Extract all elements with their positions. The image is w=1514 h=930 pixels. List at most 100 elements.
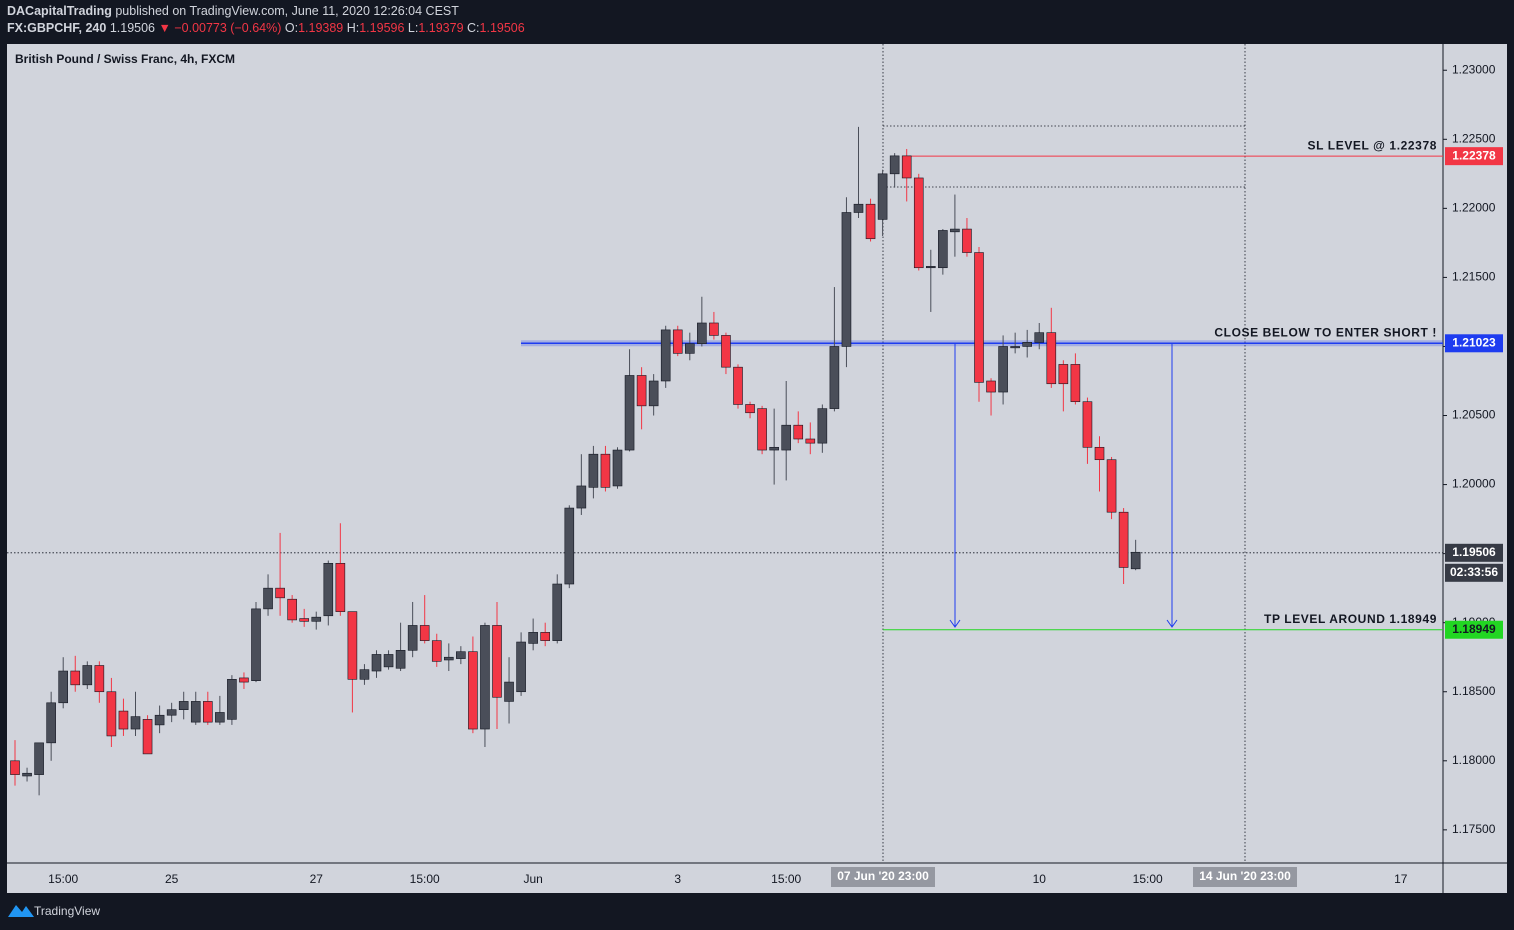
candle-body	[215, 712, 225, 723]
countdown: 02:33:56	[1450, 565, 1498, 579]
y-tick-label: 1.18500	[1452, 684, 1496, 698]
candle-body	[901, 155, 912, 179]
candle-body	[383, 654, 394, 668]
candle-body	[239, 677, 249, 683]
candle-body	[504, 681, 514, 702]
y-tick-label: 1.20500	[1452, 408, 1496, 422]
price-tag	[1445, 147, 1503, 166]
candle-body	[829, 346, 840, 409]
footer-bar	[0, 893, 1514, 930]
y-tick-label: 1.17500	[1452, 822, 1496, 836]
y-tick-label: 1.22000	[1452, 201, 1496, 215]
candle-body	[22, 772, 32, 777]
candle-body	[263, 587, 273, 610]
ohlc-value: 1.19389	[298, 21, 343, 35]
candle-body	[962, 228, 972, 253]
candle-body	[1034, 332, 1045, 343]
x-marker-tag	[831, 867, 935, 887]
candle-body	[1130, 551, 1141, 570]
candle-body	[672, 329, 683, 354]
x-tick-label: Jun	[523, 872, 542, 886]
x-tick-label: 15:00	[771, 872, 801, 886]
candle-body	[275, 587, 285, 599]
candle-body	[636, 375, 647, 407]
ohlc-value: 1.19379	[418, 21, 463, 35]
candle-body	[781, 424, 792, 451]
candle-body	[335, 562, 346, 612]
x-tick-label: 15:00	[410, 872, 440, 886]
candle-body	[721, 335, 731, 368]
candle-body	[817, 408, 828, 444]
ohlc-label: H:	[347, 21, 360, 35]
candle-body	[190, 701, 201, 723]
candle-body	[94, 665, 105, 693]
candle-body	[142, 719, 153, 755]
candle-body	[938, 230, 948, 269]
y-tick-label: 1.18000	[1452, 753, 1496, 767]
symbol-line: FX:GBPCHF, 240 1.19506 ▼ −0.00773 (−0.64…	[7, 21, 525, 35]
candle-body	[986, 380, 996, 393]
candle-body	[974, 252, 984, 383]
level-label: TP LEVEL AROUND 1.18949	[1264, 612, 1437, 626]
price-tag	[1445, 543, 1503, 562]
candle-body	[1106, 459, 1117, 513]
candle-body	[745, 404, 755, 414]
arrows	[949, 343, 1178, 628]
symbol: FX:GBPCHF, 240	[7, 21, 106, 35]
publisher: DACapitalTrading	[7, 4, 112, 18]
y-tick-label: 1.20000	[1452, 477, 1496, 491]
candle-body	[733, 366, 743, 405]
y-tick-label: 1.22500	[1452, 131, 1496, 145]
candle-body	[709, 322, 719, 336]
chart-title: British Pound / Swiss Franc, 4h, FXCM	[15, 52, 235, 66]
candle-body	[552, 583, 563, 641]
price-tag-label: 1.21023	[1452, 335, 1496, 349]
candle-body	[564, 507, 575, 585]
candle-body	[347, 611, 358, 680]
candle-body	[877, 173, 888, 220]
candle-body	[299, 618, 310, 622]
candle-body	[1118, 511, 1129, 568]
candle-body	[154, 714, 165, 726]
x-tick-label: 3	[674, 872, 681, 886]
candle-body	[660, 329, 671, 382]
candle-body	[371, 654, 382, 672]
candle-body	[431, 640, 442, 662]
candle-body	[697, 322, 707, 345]
candle-body	[576, 485, 587, 509]
candle-body	[998, 346, 1008, 393]
candle-body	[1046, 332, 1057, 385]
x-marker-label: 14 Jun '20 23:00	[1199, 869, 1291, 883]
candle-body	[1082, 401, 1093, 448]
candle-body	[70, 670, 81, 686]
candle-body	[1070, 364, 1081, 403]
candle-body	[323, 562, 334, 617]
candle-body	[600, 453, 611, 488]
candle-body	[648, 380, 659, 407]
last: 1.19506	[110, 21, 155, 35]
x-tick-label: 27	[310, 872, 324, 886]
candle-body	[1094, 446, 1105, 461]
candle-body	[34, 742, 44, 775]
x-tick-label: 10	[1033, 872, 1047, 886]
level-label: SL LEVEL @ 1.22378	[1308, 138, 1437, 152]
candle-body	[106, 691, 117, 737]
candle-body	[480, 625, 490, 730]
y-tick-label: 1.21500	[1452, 270, 1496, 284]
candle-body	[865, 203, 876, 240]
candle-body	[516, 641, 526, 693]
ohlc-label: L:	[408, 21, 418, 35]
publisher-line: DACapitalTrading published on TradingVie…	[7, 4, 459, 18]
level-label: CLOSE BELOW TO ENTER SHORT !	[1214, 325, 1437, 339]
price-tag-label: 1.19506	[1452, 545, 1496, 559]
candle-body	[889, 155, 900, 175]
candle-body	[793, 424, 804, 440]
x-tick-label: 17	[1394, 872, 1408, 886]
arrow	[1166, 343, 1178, 628]
candle-body	[492, 625, 502, 698]
candle-body	[624, 375, 635, 451]
candle-body	[925, 266, 936, 269]
candle-body	[805, 438, 816, 444]
brand: TradingView	[34, 904, 100, 918]
ohlc-value: 1.19596	[359, 21, 404, 35]
